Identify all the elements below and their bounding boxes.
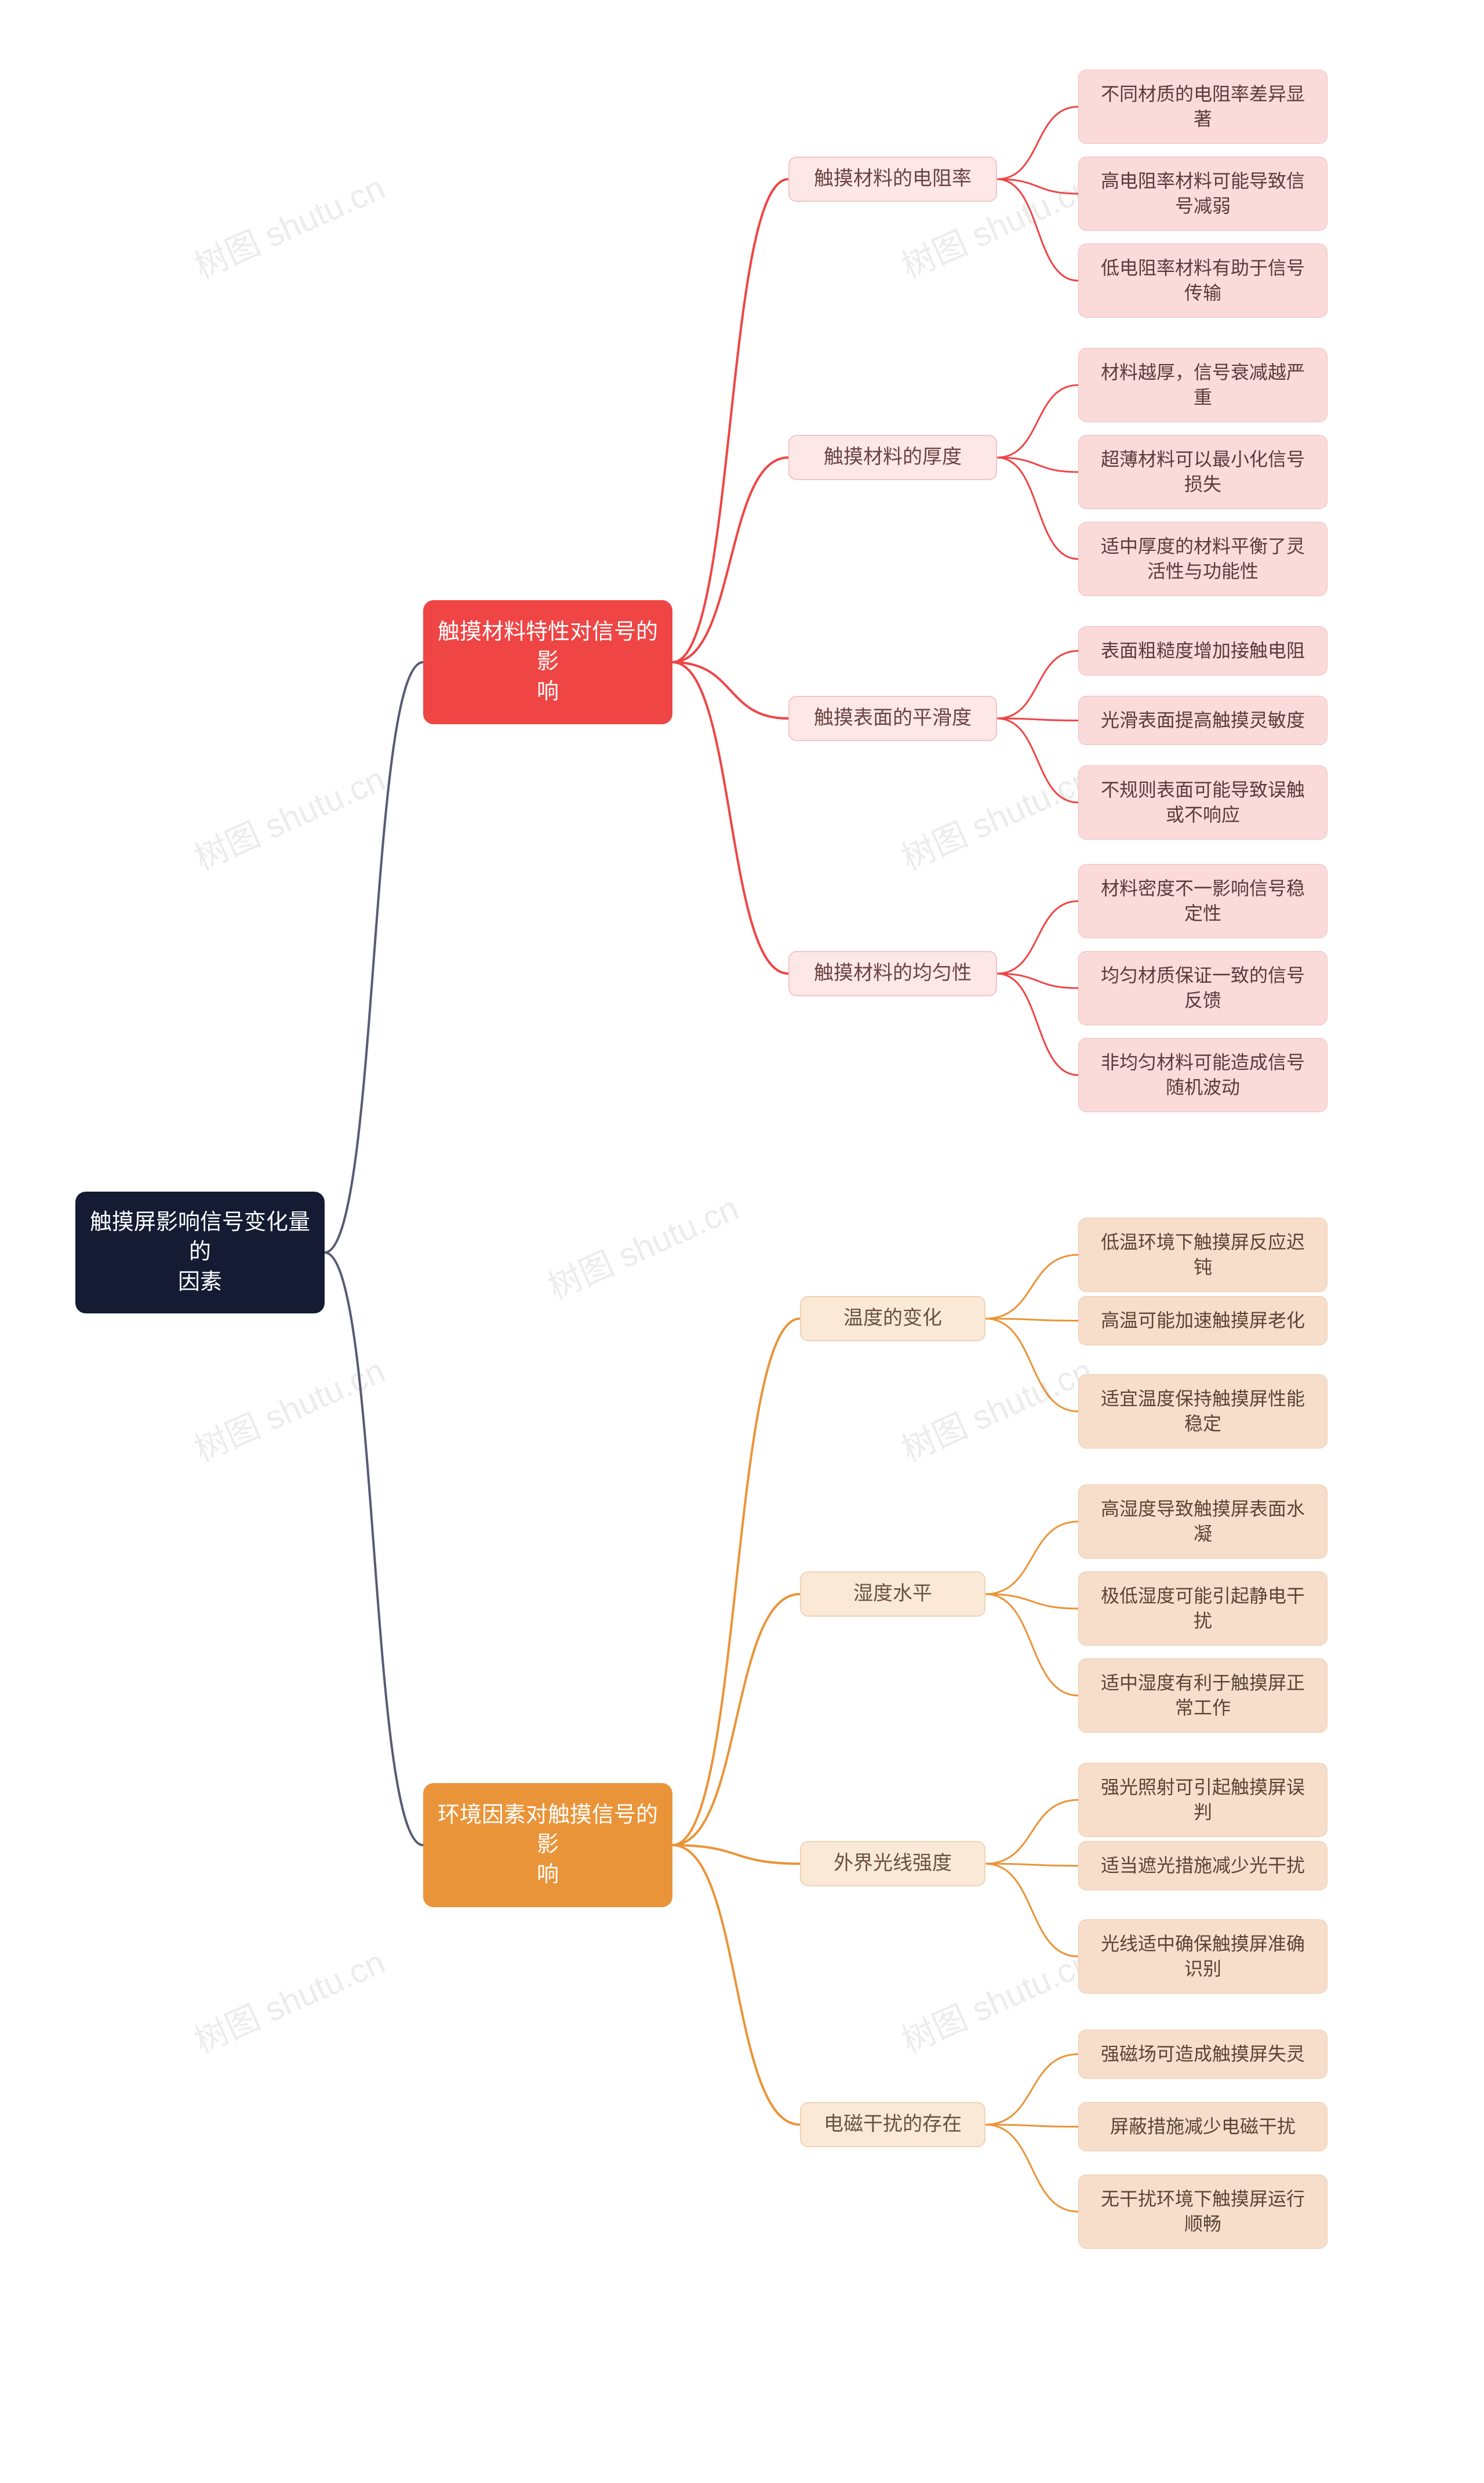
watermark: 树图 shutu.cn (186, 1935, 391, 2063)
leaf-node: 材料密度不一影响信号稳 定性 (1078, 864, 1327, 938)
sub-node: 触摸表面的平滑度 (788, 696, 997, 741)
leaf-node: 适当遮光措施减少光干扰 (1078, 1841, 1327, 1890)
leaf-node: 强磁场可造成触摸屏失灵 (1078, 2030, 1327, 2079)
watermark: 树图 shutu.cn (539, 1181, 745, 1309)
leaf-node: 极低湿度可能引起静电干 扰 (1078, 1571, 1327, 1646)
watermark: 树图 shutu.cn (893, 1935, 1099, 2063)
leaf-node: 低电阻率材料有助于信号 传输 (1078, 244, 1327, 318)
leaf-node: 适宜温度保持触摸屏性能 稳定 (1078, 1374, 1327, 1449)
leaf-node: 适中湿度有利于触摸屏正 常工作 (1078, 1658, 1327, 1733)
leaf-node: 材料越厚，信号衰减越严 重 (1078, 348, 1327, 422)
watermark: 树图 shutu.cn (893, 1344, 1099, 1471)
main-node-m2: 环境因素对触摸信号的影 响 (423, 1783, 672, 1907)
mindmap-stage: 树图 shutu.cn 树图 shutu.cn 树图 shutu.cn 树图 shut… (0, 0, 1484, 2483)
leaf-node: 高温可能加速触摸屏老化 (1078, 1296, 1327, 1345)
leaf-node: 高湿度导致触摸屏表面水 凝 (1078, 1484, 1327, 1559)
leaf-node: 屏蔽措施减少电磁干扰 (1078, 2102, 1327, 2151)
watermark: 树图 shutu.cn (186, 752, 391, 880)
sub-node: 电磁干扰的存在 (800, 2102, 985, 2147)
leaf-node: 强光照射可引起触摸屏误 判 (1078, 1763, 1327, 1837)
root-node: 触摸屏影响信号变化量的 因素 (75, 1192, 325, 1313)
leaf-node: 非均匀材料可能造成信号 随机波动 (1078, 1038, 1327, 1112)
sub-node: 温度的变化 (800, 1296, 985, 1341)
sub-node: 触摸材料的均匀性 (788, 951, 997, 996)
leaf-node: 不规则表面可能导致误触 或不响应 (1078, 765, 1327, 840)
sub-node: 触摸材料的厚度 (788, 435, 997, 480)
leaf-node: 无干扰环境下触摸屏运行 顺畅 (1078, 2175, 1327, 2249)
sub-node: 湿度水平 (800, 1571, 985, 1617)
leaf-node: 表面粗糙度增加接触电阻 (1078, 626, 1327, 676)
watermark: 树图 shutu.cn (186, 161, 391, 288)
sub-node: 触摸材料的电阻率 (788, 157, 997, 202)
leaf-node: 适中厚度的材料平衡了灵 活性与功能性 (1078, 522, 1327, 596)
sub-node: 外界光线强度 (800, 1841, 985, 1886)
leaf-node: 低温环境下触摸屏反应迟 钝 (1078, 1218, 1327, 1292)
leaf-node: 超薄材料可以最小化信号 损失 (1078, 435, 1327, 509)
watermark: 树图 shutu.cn (893, 752, 1099, 880)
leaf-node: 光滑表面提高触摸灵敏度 (1078, 696, 1327, 745)
leaf-node: 光线适中确保触摸屏准确 识别 (1078, 1919, 1327, 1994)
leaf-node: 均匀材质保证一致的信号 反馈 (1078, 951, 1327, 1025)
watermark: 树图 shutu.cn (186, 1344, 391, 1471)
leaf-node: 不同材质的电阻率差异显 著 (1078, 70, 1327, 144)
main-node-m1: 触摸材料特性对信号的影 响 (423, 600, 672, 724)
leaf-node: 高电阻率材料可能导致信 号减弱 (1078, 157, 1327, 231)
